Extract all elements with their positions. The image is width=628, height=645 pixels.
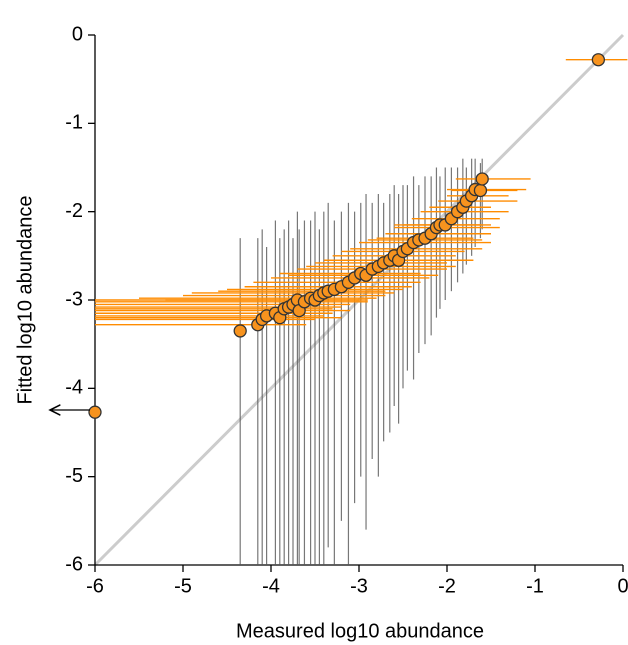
y-tick-label: -6 <box>65 553 83 575</box>
y-tick-label: -3 <box>65 288 83 310</box>
y-tick-label: -5 <box>65 465 83 487</box>
y-tick-label: -2 <box>65 200 83 222</box>
x-tick-label: 0 <box>617 575 628 597</box>
x-axis-title: Measured log10 abundance <box>236 620 484 642</box>
y-tick-label: 0 <box>72 23 83 45</box>
data-point <box>591 53 606 67</box>
data-point <box>473 183 488 198</box>
data-point <box>88 405 102 419</box>
x-tick-label: -3 <box>350 575 368 597</box>
x-tick-label: -5 <box>174 575 192 597</box>
x-tick-label: -6 <box>86 575 104 597</box>
y-tick-label: -1 <box>65 112 83 134</box>
plot-area: -6 -5 -4 -3 -2 -1 0 0 -1 -2 -3 -4 -5 -6 <box>65 23 628 597</box>
y-axis-title: Fitted log10 abundance <box>14 195 36 404</box>
x-tick-label: -2 <box>438 575 456 597</box>
y-tick-label: -4 <box>65 377 83 399</box>
x-tick-label: -1 <box>526 575 544 597</box>
x-tick-label: -4 <box>262 575 280 597</box>
data-point <box>233 324 247 338</box>
data-point <box>475 172 489 186</box>
